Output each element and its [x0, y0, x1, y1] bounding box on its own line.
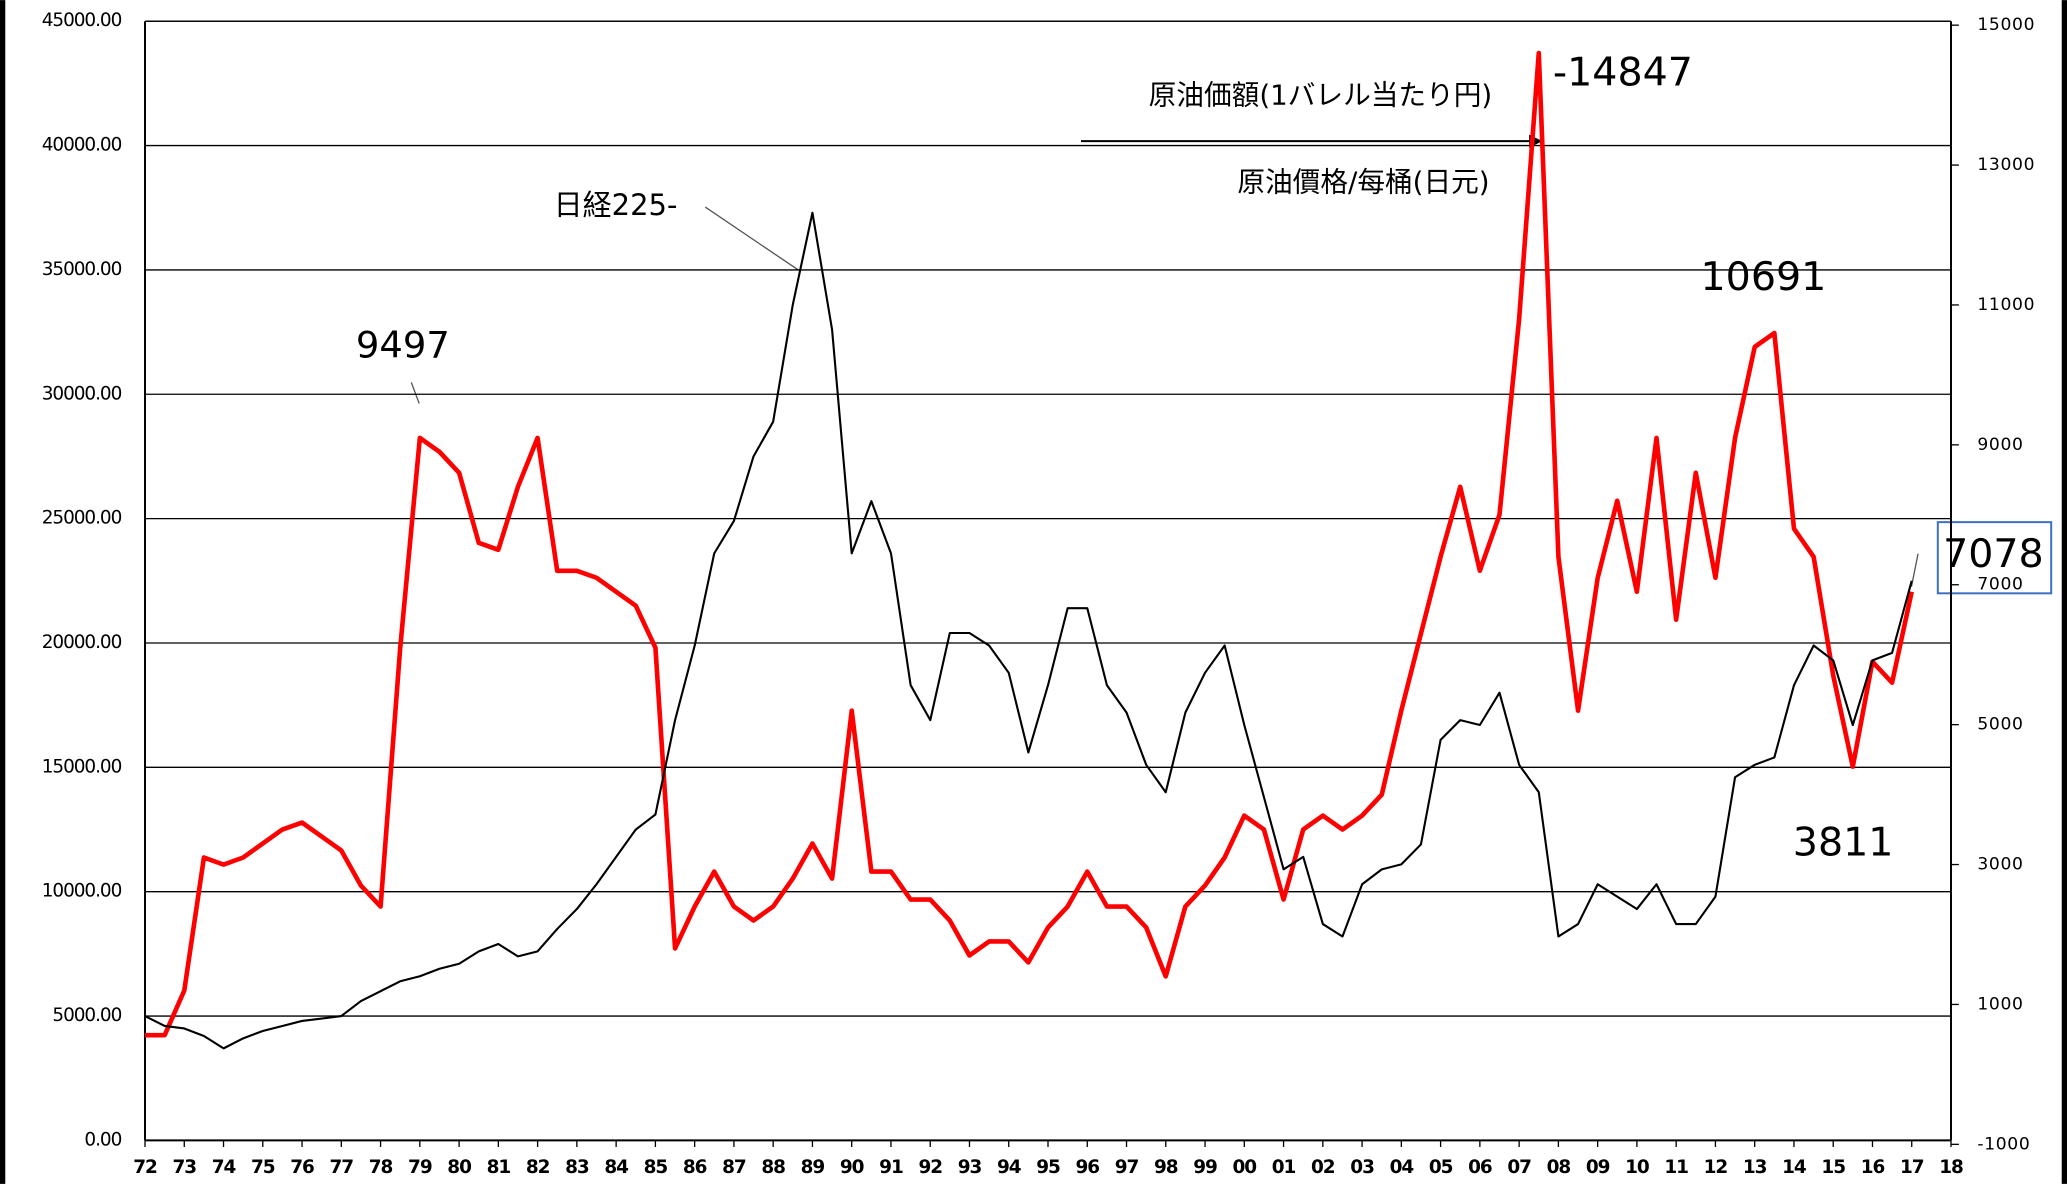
y-tick-label: 35000.00	[42, 259, 122, 280]
x-tick-label: 88	[761, 1157, 785, 1178]
x-tick-label: 90	[840, 1157, 864, 1178]
x-tick-label: 06	[1468, 1157, 1492, 1178]
annotation: 3811	[1793, 820, 1894, 866]
x-tick-label: 18	[1939, 1157, 1963, 1178]
x-tick-label: 76	[290, 1157, 314, 1178]
x-tick-label: 14	[1782, 1157, 1806, 1178]
x-tick-label: 15	[1821, 1157, 1845, 1178]
x-tick-label: 83	[565, 1157, 589, 1178]
x-tick-label: 01	[1272, 1157, 1296, 1178]
x-tick-label: 93	[958, 1157, 982, 1178]
y-tick-label: 15000.00	[42, 756, 122, 777]
annotation: 原油價格/每桶(日元)	[1237, 165, 1489, 198]
y-tick-label: 5000.00	[52, 1005, 121, 1026]
x-tick-label: 97	[1115, 1157, 1139, 1178]
y2-tick-label: 7000	[1977, 575, 2023, 595]
x-tick-label: 81	[487, 1157, 511, 1178]
x-tick-label: 11	[1664, 1157, 1688, 1178]
y-tick-label: 30000.00	[42, 383, 122, 404]
x-tick-label: 75	[251, 1157, 275, 1178]
series-line	[144, 211, 1913, 1050]
x-tick-label: 05	[1429, 1157, 1453, 1178]
x-tick-label: 95	[1036, 1157, 1060, 1178]
x-tick-label: 94	[997, 1157, 1021, 1178]
y2-tick-label: 3000	[1977, 855, 2023, 875]
x-tick-label: 79	[408, 1157, 432, 1178]
x-tick-label: 08	[1547, 1157, 1571, 1178]
x-tick-label: 09	[1586, 1157, 1610, 1178]
x-tick-label: 84	[604, 1157, 628, 1178]
y-tick-label: 40000.00	[42, 135, 122, 156]
y2-tick-label: 1000	[1977, 994, 2023, 1014]
x-tick-label: 00	[1233, 1157, 1257, 1178]
x-tick-label: 72	[133, 1157, 157, 1178]
y2-tick-label: 15000	[1977, 15, 2035, 35]
x-tick-label: 91	[879, 1157, 903, 1178]
leader-line	[704, 206, 800, 271]
x-tick-label: 02	[1311, 1157, 1335, 1178]
x-tick-label: 98	[1154, 1157, 1178, 1178]
x-tick-label: 86	[683, 1157, 707, 1178]
x-tick-label: 17	[1900, 1157, 1924, 1178]
y-tick-label: 10000.00	[42, 881, 122, 902]
y2-tick-label: 9000	[1977, 435, 2023, 455]
annotation: 10691	[1701, 254, 1827, 300]
x-tick-label: 03	[1350, 1157, 1374, 1178]
annotation: 7078	[1943, 531, 2044, 577]
x-tick-label: 13	[1743, 1157, 1767, 1178]
x-tick-label: 92	[918, 1157, 942, 1178]
x-tick-label: 77	[330, 1157, 354, 1178]
frame-left	[0, 0, 6, 1184]
annotation: 9497	[356, 323, 450, 366]
x-tick-label: 80	[447, 1157, 471, 1178]
x-tick-label: 99	[1193, 1157, 1217, 1178]
annotation: 日経225-	[554, 188, 678, 222]
x-tick-label: 12	[1704, 1157, 1728, 1178]
x-tick-label: 04	[1390, 1157, 1414, 1178]
x-tick-label: 74	[212, 1157, 236, 1178]
x-tick-label: 89	[801, 1157, 825, 1178]
y-tick-label: 0.00	[84, 1129, 121, 1150]
y2-tick-label: 13000	[1977, 155, 2035, 175]
y2-tick-label: 11000	[1977, 295, 2035, 315]
frame-right	[2061, 0, 2067, 1184]
y-tick-label: 25000.00	[42, 508, 122, 529]
x-tick-label: 16	[1861, 1157, 1885, 1178]
x-tick-label: 78	[369, 1157, 393, 1178]
x-tick-label: 10	[1625, 1157, 1649, 1178]
y-tick-label: 45000.00	[42, 10, 122, 31]
x-tick-label: 96	[1075, 1157, 1099, 1178]
y-tick-label: 20000.00	[42, 632, 122, 653]
x-tick-label: 73	[172, 1157, 196, 1178]
value-box	[1936, 521, 2053, 595]
series-line	[145, 50, 1914, 1038]
leader-line	[410, 382, 420, 404]
y2-tick-label: -1000	[1977, 1134, 2030, 1154]
y2-tick-label: 5000	[1977, 715, 2023, 735]
x-tick-label: 87	[722, 1157, 746, 1178]
annotation: -14847	[1553, 50, 1693, 96]
x-tick-label: 07	[1507, 1157, 1531, 1178]
series-label: 原油価額(1バレル当たり円)	[1149, 78, 1493, 111]
x-tick-label: 82	[526, 1157, 550, 1178]
x-tick-label: 85	[644, 1157, 668, 1178]
